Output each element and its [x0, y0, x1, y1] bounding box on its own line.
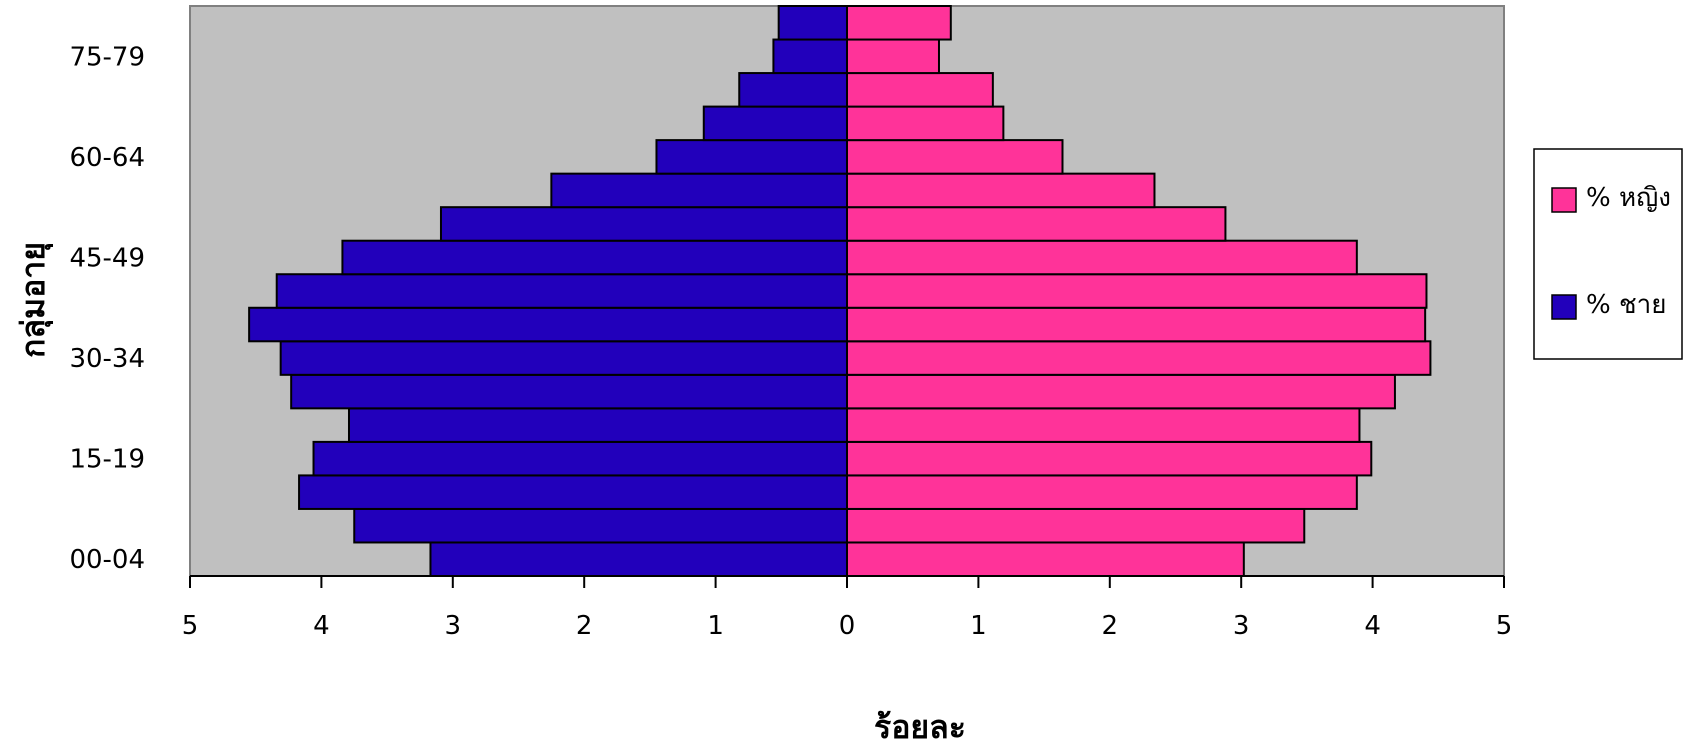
male-bar-05-09: [353, 507, 848, 544]
x-tick-label: 3: [445, 611, 462, 641]
y-tick-label: 00-04: [69, 545, 145, 575]
male-bar-75-79: [772, 38, 849, 75]
female-bar-60-64: [846, 139, 1064, 175]
female-bar-15-19: [846, 440, 1373, 477]
x-tick-label: 2: [1102, 611, 1119, 641]
male-bar-45-49: [341, 239, 848, 276]
male-bar-80+: [777, 5, 848, 41]
female-bar-40-44: [846, 273, 1428, 309]
male-bar-00-04: [429, 541, 848, 577]
legend-swatch-male: [1551, 294, 1577, 320]
female-bar-25-29: [846, 373, 1396, 410]
female-bar-50-54: [846, 206, 1227, 242]
x-tick-label: 3: [1233, 611, 1250, 641]
legend-label-female: % หญิง: [1586, 183, 1671, 213]
female-bar-45-49: [846, 239, 1358, 276]
female-bar-20-24: [846, 407, 1361, 443]
male-bar-50-54: [439, 206, 848, 242]
female-bar-10-14: [846, 474, 1358, 510]
y-tick-label: 45-49: [69, 243, 145, 273]
male-bars: [248, 5, 849, 577]
y-tick-label: 15-19: [69, 445, 145, 475]
legend: % หญิง % ชาย: [1533, 148, 1683, 360]
female-bar-35-39: [846, 306, 1427, 343]
male-bar-65-69: [702, 105, 848, 142]
female-bar-55-59: [846, 172, 1156, 209]
legend-label-male: % ชาย: [1586, 290, 1666, 320]
x-axis-ticks: 5 4 3 2 1 0 1 2 3 4 5: [182, 576, 1513, 641]
female-bar-80+: [846, 5, 952, 41]
female-bar-75-79: [846, 38, 940, 75]
male-bar-25-29: [290, 373, 849, 410]
y-tick-label: 30-34: [69, 344, 145, 374]
x-tick-label: 1: [970, 611, 987, 641]
x-tick-label: 2: [576, 611, 593, 641]
y-axis-title: กลุ่มอายุ: [14, 242, 54, 358]
female-bar-30-34: [846, 340, 1432, 376]
male-bar-35-39: [248, 306, 848, 343]
x-axis-title: ร้อยละ: [874, 708, 966, 746]
y-tick-label: 75-79: [69, 42, 145, 72]
x-tick-label: 4: [313, 611, 330, 641]
y-tick-label: 60-64: [69, 143, 145, 173]
female-bar-65-69: [846, 105, 1005, 142]
female-bars: [846, 5, 1432, 577]
x-tick-label: 5: [182, 611, 199, 641]
male-bar-70-74: [738, 72, 849, 108]
x-tick-label: 5: [1496, 611, 1513, 641]
legend-box: [1533, 148, 1683, 360]
legend-swatch-female: [1551, 187, 1577, 213]
x-tick-label: 0: [839, 611, 856, 641]
male-bar-10-14: [298, 474, 848, 510]
male-bar-20-24: [347, 407, 848, 443]
male-bar-60-64: [655, 139, 848, 175]
y-axis-ticks: 00-04 15-19 30-34 45-49 60-64 75-79: [69, 42, 145, 575]
female-bar-00-04: [846, 541, 1245, 577]
female-bar-70-74: [846, 72, 994, 108]
x-tick-label: 4: [1364, 611, 1381, 641]
male-bar-30-34: [279, 340, 848, 376]
male-bar-55-59: [550, 172, 848, 209]
male-bar-40-44: [275, 273, 848, 309]
female-bar-05-09: [846, 507, 1306, 544]
x-tick-label: 1: [707, 611, 724, 641]
male-bar-15-19: [312, 440, 848, 477]
